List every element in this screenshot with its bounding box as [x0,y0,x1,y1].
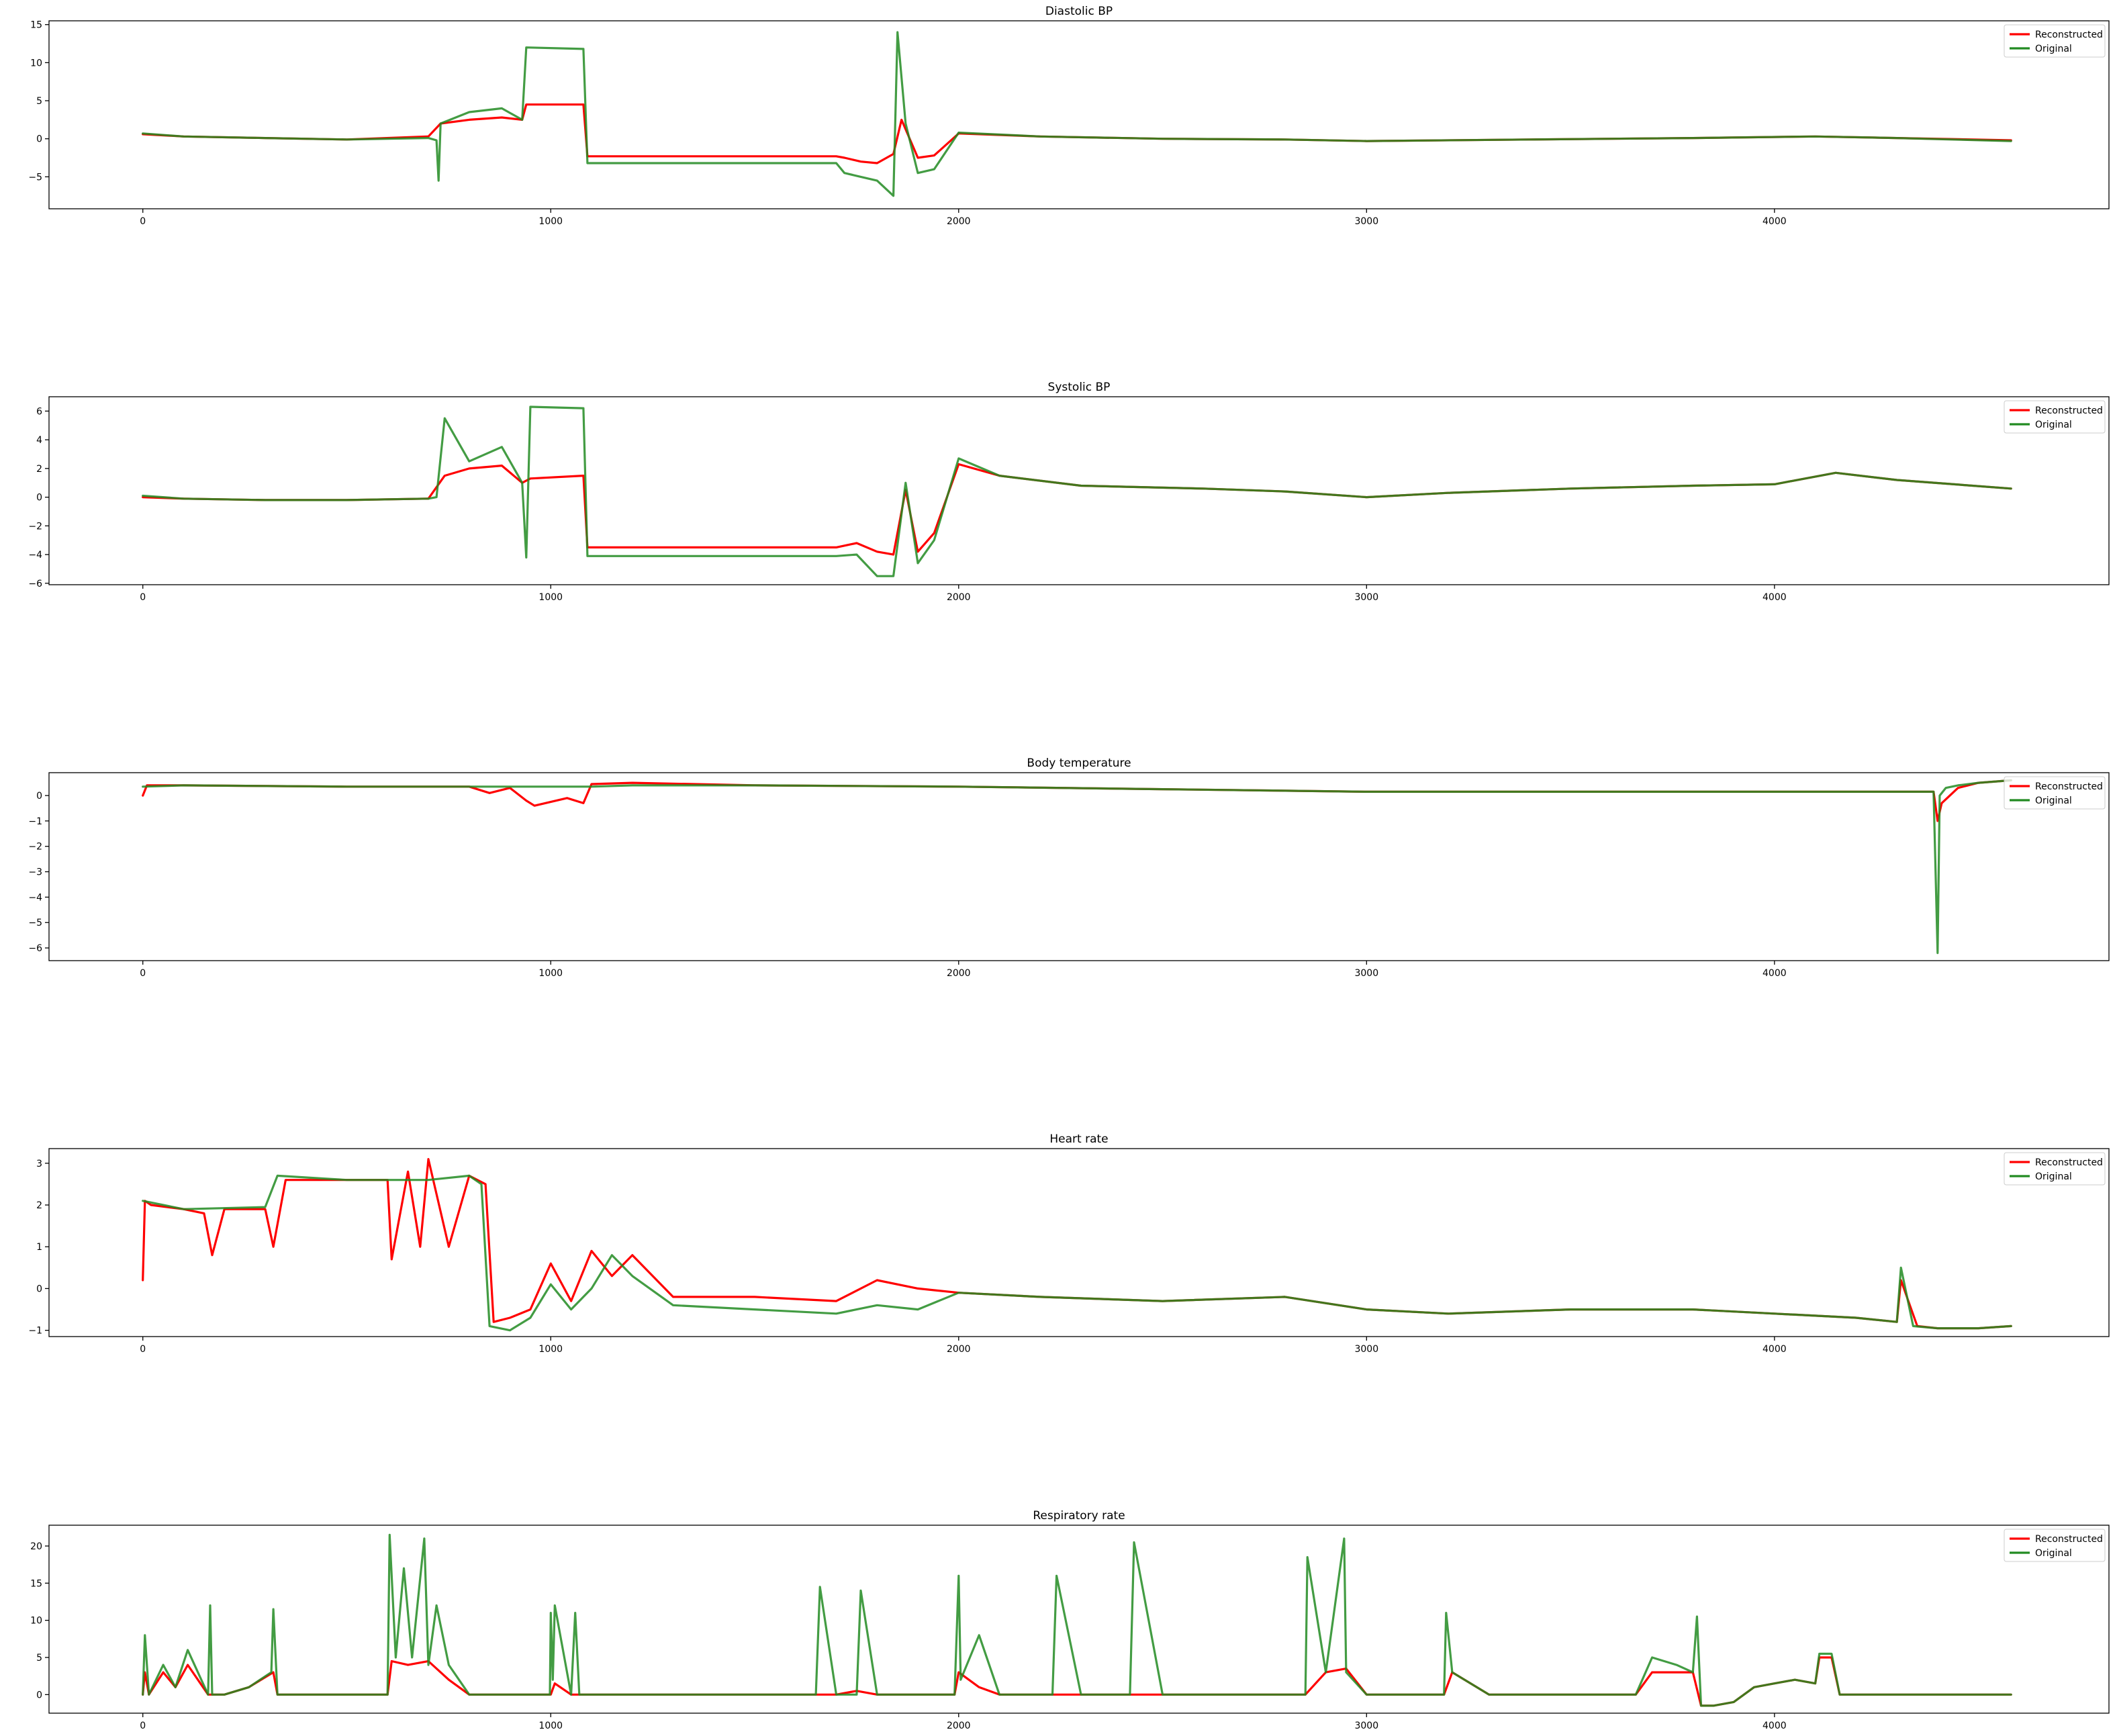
y-tick-label: 5 [36,96,42,107]
x-tick-label: 3000 [1354,1721,1378,1731]
x-tick-label: 4000 [1762,216,1787,227]
series-line-original [142,1533,2012,1707]
chart-title: Systolic BP [1048,381,1111,394]
subplot-4: Heart rate 0 1000 2000 3000 4000 −1 0 1 2 3 Reconst… [28,1132,2110,1355]
chart-title: Heart rate [1049,1132,1108,1146]
y-tick-label: 5 [36,1653,42,1663]
legend-label: Reconstructed [2035,1157,2103,1168]
legend-label: Reconstructed [2035,1534,2103,1545]
x-tick-label: 3000 [1354,216,1378,227]
series-line-reconstructed [142,463,2012,556]
y-tick-label: −2 [28,521,42,532]
y-tick-label: 0 [36,493,42,503]
legend-label: Original [2035,44,2072,54]
x-tick-label: 0 [140,968,146,979]
series-lines [142,1533,2012,1707]
series-lines [142,779,2012,955]
x-tick-label: 0 [140,1721,146,1731]
legend-label: Reconstructed [2035,781,2103,792]
subplot-3: Body temperature 0 1000 2000 3000 4000 −6 −5 −4 −… [28,757,2110,979]
y-tick-label: 15 [30,1578,42,1589]
series-line-original [142,1174,2012,1332]
y-tick-label: 6 [36,406,42,417]
y-tick-label: 1 [36,1242,42,1253]
series-lines [142,31,2012,197]
series-line-original [142,31,2012,197]
axes-frame [48,772,2110,961]
series-line-reconstructed [142,1157,2012,1330]
y-tick-label: 2 [36,1200,42,1211]
x-tick-label: 4000 [1762,1721,1787,1731]
chart-title: Body temperature [1027,757,1131,770]
legend-label: Original [2035,1171,2072,1182]
y-tick-label: −1 [28,1326,42,1337]
y-tick-label: −5 [28,172,42,183]
y-tick-label: 10 [30,58,42,68]
x-tick-label: 4000 [1762,968,1787,979]
x-tick-label: 2000 [947,968,971,979]
y-tick-label: −6 [28,943,42,954]
y-tick-label: −6 [28,579,42,589]
legend: Reconstructed Original [2004,400,2106,434]
x-tick-label: 1000 [538,1344,563,1355]
x-tick-label: 0 [140,216,146,227]
chart-title: Diastolic BP [1045,5,1113,18]
series-line-original [142,405,2012,577]
y-tick-label: 20 [30,1541,42,1552]
y-tick-label: −4 [28,550,42,561]
subplot-2: Systolic BP 0 1000 2000 3000 4000 −6 −4 −2 0 2 4 6 Re… [28,381,2110,603]
y-tick-label: 3 [36,1159,42,1169]
series-lines [142,405,2012,577]
x-tick-label: 3000 [1354,968,1378,979]
y-tick-label: −5 [28,918,42,928]
y-tick-label: 0 [36,791,42,802]
x-tick-label: 1000 [538,216,563,227]
chart-title: Respiratory rate [1033,1509,1125,1523]
y-tick-label: −1 [28,816,42,827]
x-tick-label: 3000 [1354,592,1378,603]
x-tick-label: 2000 [947,216,971,227]
y-tick-label: 4 [36,435,42,446]
legend-label: Original [2035,1548,2072,1559]
axes-frame [48,1525,2110,1714]
axes-frame [48,1148,2110,1337]
axes-frame [48,20,2110,209]
legend: Reconstructed Original [2004,776,2106,810]
legend-label: Reconstructed [2035,405,2103,416]
x-tick-label: 4000 [1762,592,1787,603]
series-line-reconstructed [142,103,2012,164]
subplot-5: Respiratory rate 0 1000 2000 3000 4000 0 5 10 15 2… [30,1509,2110,1731]
x-tick-label: 1000 [538,968,563,979]
x-tick-label: 2000 [947,1344,971,1355]
x-tick-label: 0 [140,1344,146,1355]
x-tick-label: 2000 [947,1721,971,1731]
y-tick-label: 0 [36,1690,42,1700]
subplot-1: Diastolic BP 0 1000 2000 3000 4000 −5 0 5 10 15 Rec… [28,5,2110,227]
x-tick-label: 4000 [1762,1344,1787,1355]
x-tick-label: 1000 [538,592,563,603]
y-tick-label: 0 [36,134,42,145]
y-tick-label: −4 [28,892,42,903]
series-line-original [142,779,2012,955]
y-tick-label: 0 [36,1284,42,1294]
axes-frame [48,396,2110,585]
x-tick-label: 2000 [947,592,971,603]
legend-label: Original [2035,420,2072,430]
series-line-reconstructed [142,1656,2012,1707]
x-tick-label: 1000 [538,1721,563,1731]
x-tick-label: 0 [140,592,146,603]
y-tick-label: −2 [28,842,42,853]
legend: Reconstructed Original [2004,1152,2106,1186]
y-tick-label: 15 [30,20,42,31]
y-tick-label: 2 [36,464,42,475]
y-tick-label: −3 [28,867,42,878]
legend-label: Reconstructed [2035,30,2103,40]
legend: Reconstructed Original [2004,1529,2106,1562]
legend: Reconstructed Original [2004,24,2106,58]
series-lines [142,1157,2012,1332]
y-tick-label: 10 [30,1616,42,1627]
legend-label: Original [2035,795,2072,806]
x-tick-label: 3000 [1354,1344,1378,1355]
